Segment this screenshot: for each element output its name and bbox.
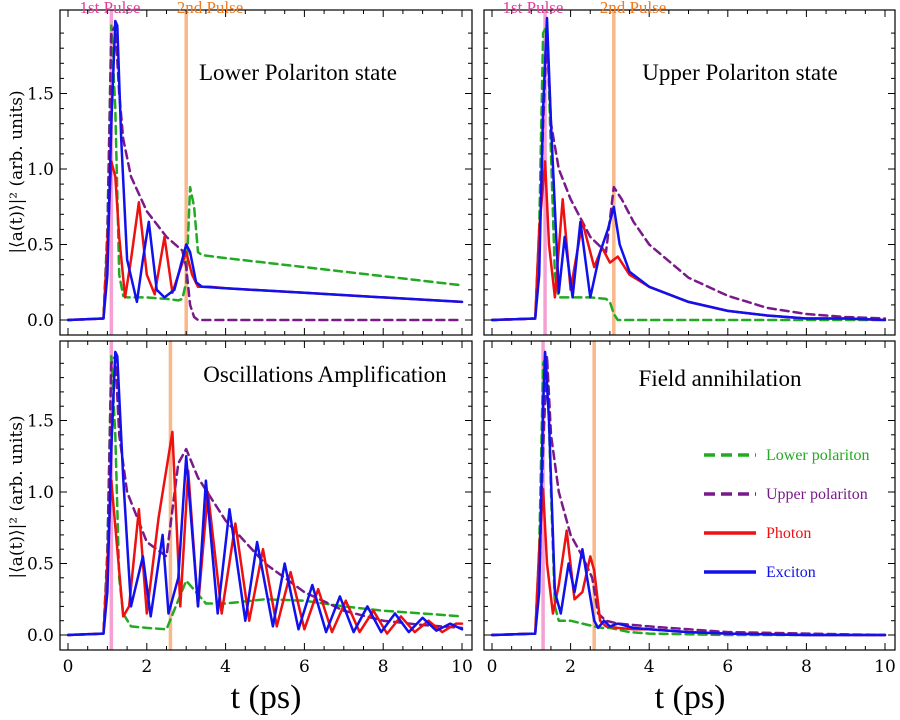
x-tick-label: 2: [565, 657, 576, 677]
y-tick-label: 1.0: [27, 483, 54, 503]
y-tick-label: 0.5: [27, 236, 54, 256]
y-tick-label: 0.0: [27, 311, 54, 331]
series-exciton: [490, 350, 887, 637]
y-axis-label: |⟨a(t)⟩|² (arb. units): [7, 90, 27, 253]
panel-frame: [59, 340, 473, 651]
series-exciton: [66, 19, 464, 322]
series-upper: [66, 24, 464, 322]
legend: Lower polariton Upper polariton Photon Exci…: [704, 447, 870, 581]
panel-title: Field annihilation: [639, 366, 802, 391]
pulse1-label: 1st Pulse: [80, 0, 141, 17]
x-tick-label: 0: [487, 657, 498, 677]
x-tick-label: 0: [63, 657, 74, 677]
panel-title: Lower Polariton state: [199, 60, 397, 85]
legend-label-exciton: Exciton: [766, 564, 816, 581]
x-tick-label: 6: [722, 657, 733, 677]
pulse1-label: 1st Pulse: [503, 0, 564, 17]
panel-1: 0.0 0.5 1.0 1.5 Lower Polariton state: [27, 9, 473, 336]
panel-title: Upper Polariton state: [642, 60, 837, 85]
y-tick-label: 0.0: [27, 626, 54, 646]
x-axis-label: t (ps): [655, 679, 726, 716]
x-tick-label: 4: [644, 657, 655, 677]
x-tick-label: 10: [451, 657, 473, 677]
x-tick-label: 10: [874, 657, 896, 677]
x-tick-label: 8: [801, 657, 812, 677]
series-exciton: [66, 350, 464, 637]
x-tick-label: 8: [378, 657, 389, 677]
pulse2-label: 2nd Pulse: [600, 0, 667, 17]
panel-title: Oscillations Amplification: [203, 362, 447, 387]
y-axis-label: |⟨a(t)⟩|² (arb. units): [7, 415, 27, 578]
x-axis-label: t (ps): [231, 679, 302, 716]
panel-frame: [483, 340, 896, 651]
series-photon: [66, 430, 464, 637]
x-tick-label: 6: [299, 657, 310, 677]
x-tick-label: 2: [141, 657, 152, 677]
panel-3: 0.0 0.5 1.0 1.5 0 2 4 6 8 10 Oscillations Amplific…: [27, 340, 473, 677]
y-tick-label: 0.5: [27, 555, 54, 575]
panel-frame: [59, 9, 473, 336]
pulse2-label: 2nd Pulse: [177, 0, 244, 17]
legend-label-lower: Lower polariton: [766, 447, 870, 464]
legend-label-upper: Upper polariton: [766, 486, 868, 503]
panel-4: 0 2 4 6 8 10 Field annihilation Lower polariton…: [483, 340, 896, 677]
y-tick-label: 1.5: [27, 412, 54, 432]
y-tick-label: 1.0: [27, 160, 54, 180]
series-lower: [66, 24, 464, 322]
legend-label-photon: Photon: [766, 525, 811, 542]
y-tick-label: 1.5: [27, 85, 54, 105]
series-lower: [490, 354, 887, 637]
panel-frame: [483, 9, 896, 336]
series-lower: [66, 354, 464, 637]
series-lower: [490, 24, 887, 322]
x-tick-label: 4: [220, 657, 231, 677]
series-exciton: [490, 16, 887, 322]
series-upper: [66, 354, 464, 637]
panel-2: Upper Polariton state: [483, 9, 896, 336]
